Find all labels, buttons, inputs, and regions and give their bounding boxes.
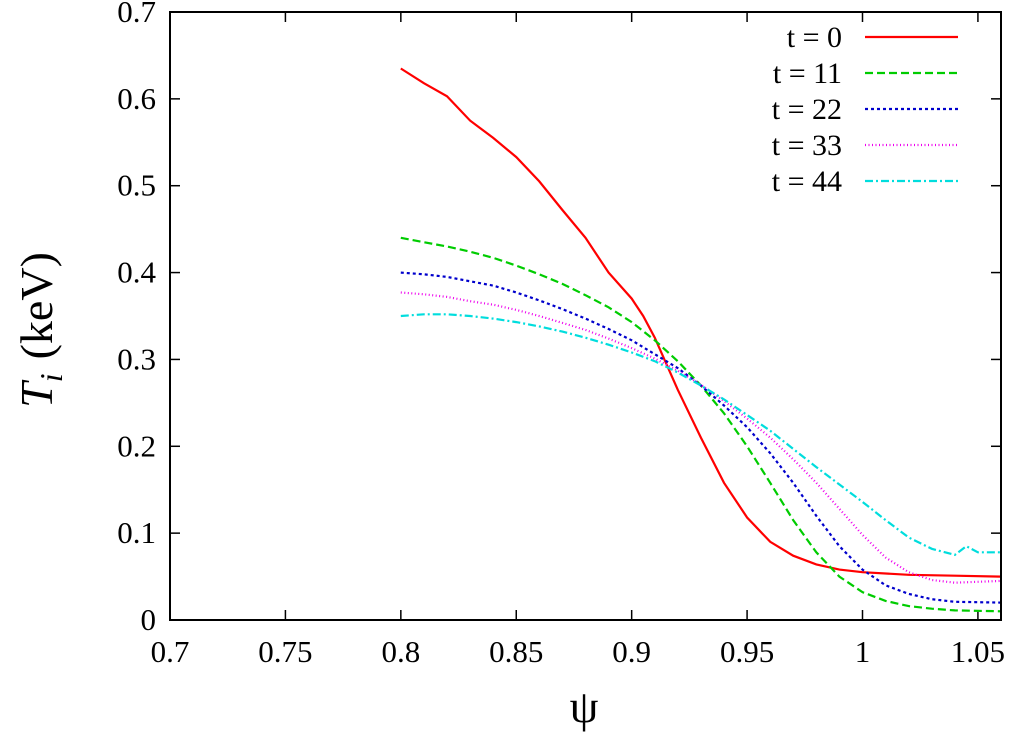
x-tick-labels: 0.7 0.75 0.8 0.85 0.9 0.95 1 1.05 [151,634,1005,669]
series-line [400,313,1001,557]
y-axis-label-unit: (keV) [11,252,62,359]
y-tick-label: 0.3 [117,341,156,376]
x-tick-label: 1.05 [951,634,1005,669]
plot-frame [169,11,1002,621]
y-tick-label: 0 [141,602,157,637]
y-tick-label: 0.6 [117,81,156,116]
x-tick-label: 0.9 [612,634,651,669]
series-line [400,67,1002,578]
series-line [400,271,1002,604]
y-tick-label: 0.5 [117,168,156,203]
legend-label: t = 22 [772,93,842,126]
y-axis-label: Ti (keV) [11,252,69,408]
legend-label: t = 33 [772,129,842,162]
y-tick-label: 0.2 [117,428,156,463]
x-tick-label: 0.8 [381,634,420,669]
x-tick-label: 1 [855,634,871,669]
y-tick-label: 0.7 [117,0,156,29]
svg-text:Ti(keV): Ti (keV) [11,252,69,408]
series-line [400,236,1002,613]
x-axis-label: ψ [570,681,599,732]
legend-label: t = 44 [772,165,842,198]
y-axis-label-main: T [11,379,62,408]
y-tick-label: 0.1 [117,515,156,550]
legend-label: t = 11 [773,57,842,90]
y-tick-label: 0.4 [117,255,156,290]
y-axis-label-sub: i [33,373,69,382]
x-tick-label: 0.7 [151,634,190,669]
plot-lines [400,67,1002,613]
x-tick-label: 0.75 [258,634,312,669]
x-tick-label: 0.95 [720,634,774,669]
x-tick-label: 0.85 [489,634,543,669]
axis-ticks [169,11,1001,621]
legend-label: t = 0 [787,21,842,54]
legend: t = 0t = 11t = 22t = 33t = 44 [772,21,958,198]
y-tick-labels: 0 0.1 0.2 0.3 0.4 0.5 0.6 0.7 [117,0,156,637]
